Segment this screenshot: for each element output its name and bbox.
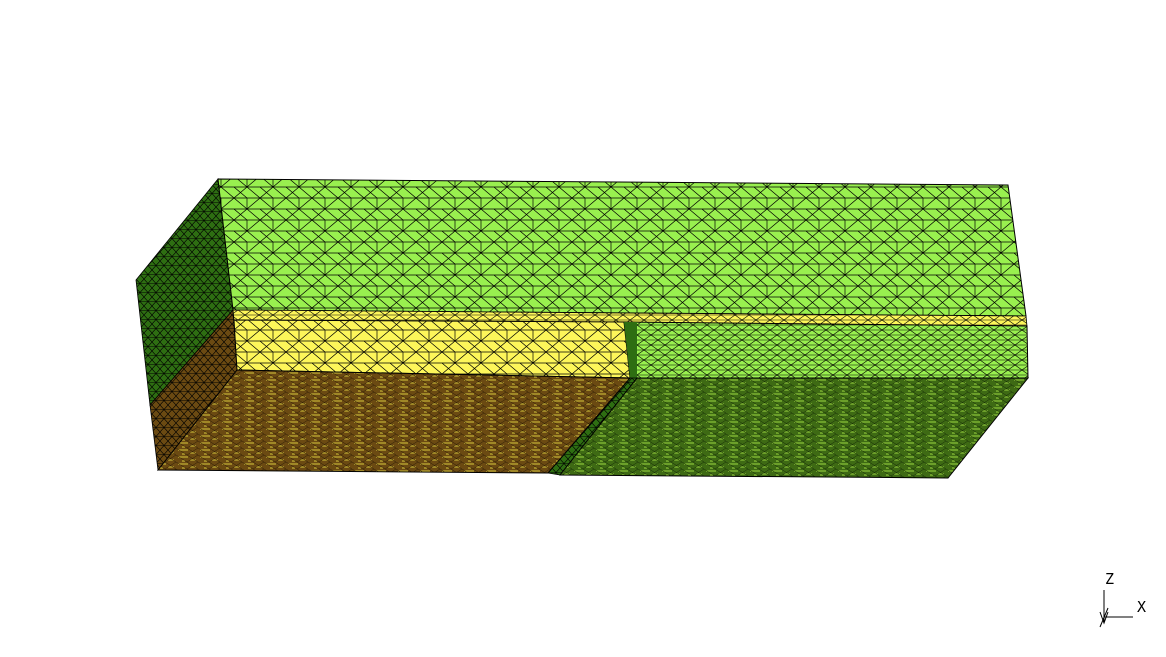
x-axis-label: X (1137, 598, 1146, 616)
bottom-face-right (558, 377, 1030, 479)
axis-triad: Z X (1099, 570, 1146, 628)
z-axis-label: Z (1105, 570, 1114, 588)
mesh-model[interactable] (135, 178, 1030, 479)
x-axis-arrow (1099, 607, 1133, 628)
middle-layer-face (233, 319, 631, 379)
upper-layer-face (217, 178, 1027, 317)
bottom-face-left (156, 369, 632, 474)
right-block-front-face (623, 321, 1029, 379)
